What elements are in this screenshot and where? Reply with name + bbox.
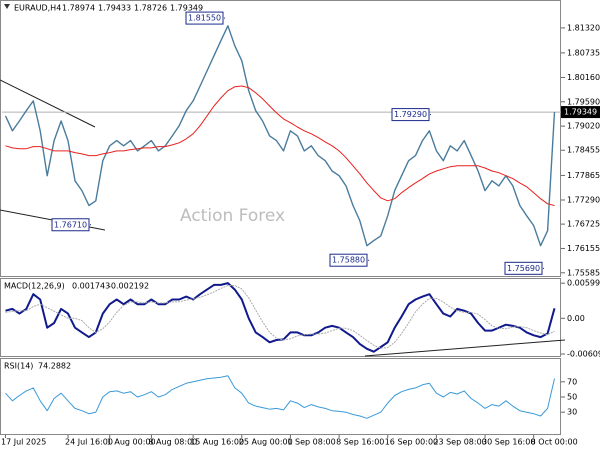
x-tick-label: 30 Sep 16:00 bbox=[482, 438, 535, 447]
readout-value: 0.001743 bbox=[72, 282, 110, 291]
trendline bbox=[0, 79, 96, 128]
x-tick-label: 1 Aug 00:00 bbox=[107, 438, 156, 447]
y-tick-label: 0.00 bbox=[567, 314, 585, 323]
watermark: Action Forex bbox=[180, 206, 285, 226]
series-line bbox=[5, 85, 555, 206]
x-tick-label: 8 Aug 08:00 bbox=[148, 438, 197, 447]
y-tick-label: 1.79590 bbox=[567, 97, 600, 106]
readout-value: -0.002192 bbox=[108, 282, 149, 291]
readout-value: 1.79433 bbox=[98, 4, 131, 13]
x-tick-label: 17 Jul 2025 bbox=[1, 438, 46, 447]
annotation-box bbox=[391, 108, 430, 122]
symbol-icon bbox=[4, 4, 10, 9]
x-tick-label: 8 Oct 00:00 bbox=[531, 438, 578, 447]
annotation-label: 1.76710 bbox=[54, 220, 87, 229]
y-tick-label: 30 bbox=[567, 408, 577, 417]
annotation-label: 1.81550 bbox=[188, 14, 221, 23]
y-tick-label: 1.77865 bbox=[567, 171, 600, 180]
annotation-box bbox=[504, 261, 543, 275]
readout-value: 1.78974 bbox=[62, 4, 95, 13]
y-tick-label: 1.78455 bbox=[567, 146, 600, 155]
current-price-box bbox=[561, 106, 600, 119]
annotation-label: 1.75880 bbox=[332, 256, 365, 265]
series-line bbox=[5, 375, 555, 419]
readout-value: 74.2882 bbox=[38, 362, 71, 371]
x-tick-label: 23 Sep 08:00 bbox=[433, 438, 486, 447]
x-tick-label: 1 Sep 08:00 bbox=[287, 438, 335, 447]
readout-value: 1.78726 bbox=[134, 4, 167, 13]
y-tick-label: 0.00599 bbox=[567, 279, 600, 288]
y-tick-label: 1.81320 bbox=[567, 23, 600, 32]
current-price-label: 1.79349 bbox=[564, 108, 597, 117]
y-tick-label: 1.80160 bbox=[567, 73, 600, 82]
series-line bbox=[5, 282, 556, 353]
y-tick-label: 1.75585 bbox=[567, 268, 600, 277]
y-tick-label: 1.76155 bbox=[567, 244, 600, 253]
x-tick-label: 25 Aug 00:00 bbox=[239, 438, 293, 447]
series-line bbox=[5, 285, 555, 349]
annotation-label: 1.79290 bbox=[394, 110, 427, 119]
y-tick-label: -0.006095 bbox=[567, 350, 600, 359]
panel-title: MACD(12,26,9) bbox=[4, 282, 65, 291]
macd-panel bbox=[0, 278, 561, 357]
panel-title: EURAUD,H4 bbox=[14, 4, 61, 13]
y-tick-label: 50 bbox=[567, 393, 577, 402]
x-tick-label: 16 Sep 00:00 bbox=[385, 438, 438, 447]
y-tick-label: 1.79020 bbox=[567, 122, 600, 131]
y-tick-label: 1.76725 bbox=[567, 220, 600, 229]
price-panel bbox=[0, 0, 561, 277]
series-line bbox=[4, 25, 556, 247]
x-tick-label: 24 Jul 16:00 bbox=[65, 438, 113, 447]
panel-title: RSI(14) bbox=[4, 362, 33, 371]
annotation-box bbox=[51, 218, 90, 232]
y-tick-label: 1.77290 bbox=[567, 195, 600, 204]
trendline bbox=[364, 339, 566, 357]
annotation-label: 1.75690 bbox=[507, 264, 540, 273]
y-tick-label: 1.80735 bbox=[567, 48, 600, 57]
annotation-box bbox=[329, 253, 368, 267]
rsi-panel bbox=[0, 358, 561, 435]
readout-value: 1.79349 bbox=[170, 4, 203, 13]
y-tick-label: 70 bbox=[567, 377, 577, 386]
annotation-box bbox=[185, 11, 224, 25]
x-tick-label: 8 Sep 16:00 bbox=[336, 438, 384, 447]
x-tick-label: 15 Aug 16:00 bbox=[190, 438, 244, 447]
